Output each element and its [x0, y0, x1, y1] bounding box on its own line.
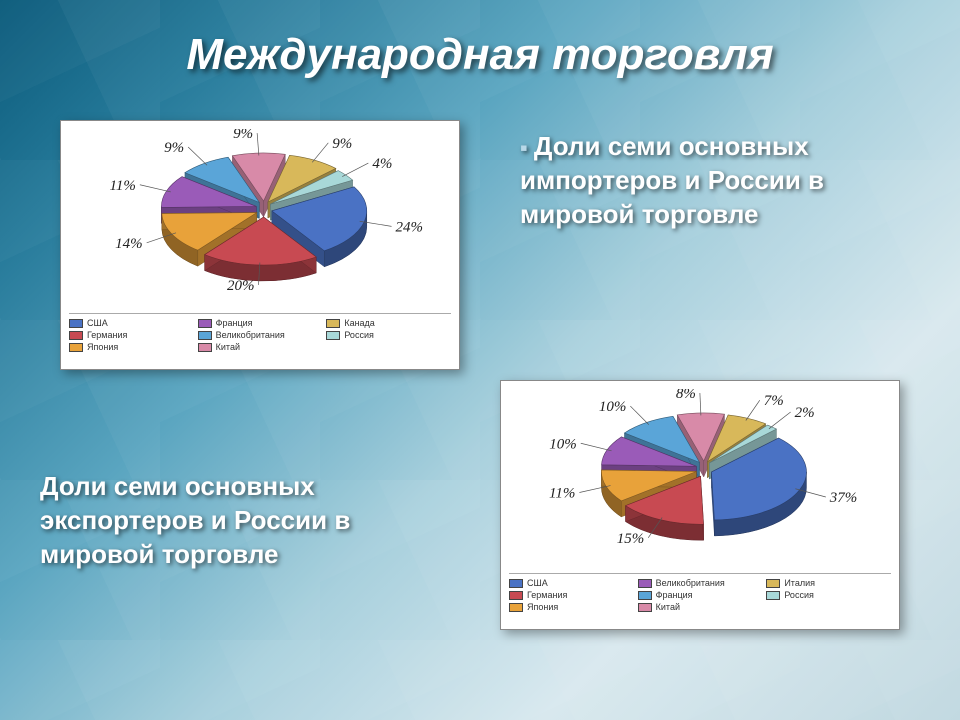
legend-label: Россия	[784, 590, 814, 600]
slide: Международная торговля Доли семи основны…	[0, 0, 960, 720]
legend-swatch	[326, 319, 340, 328]
pie-slice-label: 14%	[115, 236, 143, 252]
legend-label: Великобритания	[216, 330, 285, 340]
pie-slice-label: 37%	[829, 490, 858, 506]
chart-exporters: 37% 15% 11% 10% 10% 8% 7% 2% США Великобритания И…	[500, 380, 900, 630]
pie-slice-label: 9%	[164, 140, 184, 156]
pie-slice-label: 24%	[396, 219, 424, 235]
legend-label: Китай	[216, 342, 240, 352]
pie-exporters-svg: 37% 15% 11% 10% 10% 8% 7% 2%	[509, 389, 893, 569]
legend-label: Великобритания	[656, 578, 725, 588]
legend-item: Франция	[198, 318, 323, 328]
legend-swatch	[766, 591, 780, 600]
legend-swatch	[509, 603, 523, 612]
pie-importers-svg: 24% 20% 14% 11% 9% 9% 9% 4%	[69, 129, 453, 309]
legend-label: Япония	[527, 602, 558, 612]
legend-item: Китай	[198, 342, 323, 352]
pie-slice-label: 10%	[599, 399, 627, 415]
legend-item: Канада	[326, 318, 451, 328]
legend-item: Великобритания	[638, 578, 763, 588]
chart-importers: 24% 20% 14% 11% 9% 9% 9% 4% США Франция Канада Гер…	[60, 120, 460, 370]
legend-label: Канада	[344, 318, 374, 328]
pie-slice-label: 4%	[372, 156, 392, 172]
legend-item: Франция	[638, 590, 763, 600]
legend-item: Япония	[69, 342, 194, 352]
legend-item: Италия	[766, 578, 891, 588]
legend-swatch	[198, 319, 212, 328]
pie-slice-label: 20%	[227, 278, 255, 294]
legend-label: Франция	[656, 590, 693, 600]
legend-swatch	[198, 343, 212, 352]
legend-swatch	[69, 331, 83, 340]
legend-label: Франция	[216, 318, 253, 328]
legend-item: Германия	[69, 330, 194, 340]
legend-swatch	[638, 579, 652, 588]
legend-swatch	[326, 331, 340, 340]
legend-label: США	[87, 318, 108, 328]
legend-item: Германия	[509, 590, 634, 600]
legend-label: Италия	[784, 578, 815, 588]
legend-item: США	[69, 318, 194, 328]
legend-swatch	[509, 591, 523, 600]
legend-item: Россия	[326, 330, 451, 340]
caption-exporters: Доли семи основных экспортеров и России …	[40, 470, 460, 571]
legend-item: Россия	[766, 590, 891, 600]
pie-slice-label: 8%	[676, 389, 696, 402]
legend-label: Япония	[87, 342, 118, 352]
pie-slice-label: 7%	[764, 393, 784, 409]
legend-swatch	[509, 579, 523, 588]
legend-label: Китай	[656, 602, 680, 612]
pie-slice-label: 9%	[332, 136, 352, 152]
legend-item: Великобритания	[198, 330, 323, 340]
legend-label: США	[527, 578, 548, 588]
legend-swatch	[198, 331, 212, 340]
legend-swatch	[638, 591, 652, 600]
legend-item: США	[509, 578, 634, 588]
pie-slice-label: 11%	[549, 485, 575, 501]
legend-label: Германия	[87, 330, 127, 340]
pie-slice-label: 2%	[795, 405, 815, 421]
legend-label: Германия	[527, 590, 567, 600]
pie-slice-label: 15%	[617, 531, 645, 547]
pie-slice-label: 11%	[109, 178, 135, 194]
caption-importers: Доли семи основных импортеров и России в…	[520, 130, 920, 231]
legend-swatch	[69, 343, 83, 352]
legend-swatch	[69, 319, 83, 328]
legend-item: Япония	[509, 602, 634, 612]
slide-title: Международная торговля	[0, 30, 960, 80]
pie-slice-label: 9%	[233, 129, 253, 142]
legend-exporters: США Великобритания Италия Германия Франция Ро…	[509, 573, 891, 612]
legend-importers: США Франция Канада Германия Великобритания Ро…	[69, 313, 451, 352]
legend-swatch	[766, 579, 780, 588]
legend-label: Россия	[344, 330, 374, 340]
legend-swatch	[638, 603, 652, 612]
pie-slice-label: 10%	[549, 436, 577, 452]
legend-item: Китай	[638, 602, 763, 612]
